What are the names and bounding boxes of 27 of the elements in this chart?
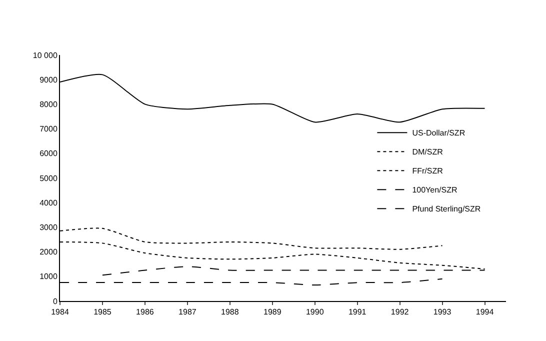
y-tick-label: 2000: [40, 248, 58, 257]
x-tick-label: 1993: [433, 308, 452, 317]
y-tick-label: 0: [52, 296, 58, 306]
legend-label: US-Dollar/SZR: [412, 128, 466, 138]
y-tick-label: 9000: [40, 75, 58, 84]
legend-label: FFr/SZR: [412, 166, 444, 176]
x-tick-label: 1992: [390, 308, 410, 317]
x-tick-label: 1984: [51, 308, 70, 317]
y-tick-label: 3000: [40, 223, 58, 232]
legend-label: DM/SZR: [412, 148, 444, 157]
y-tick-label: 8000: [40, 100, 58, 109]
y-tick-label: 6000: [40, 149, 58, 158]
x-tick-label: 1988: [221, 308, 240, 317]
x-tick-label: 1986: [136, 308, 154, 317]
y-tick-label: 10 000: [32, 50, 58, 60]
x-tick-label: 1990: [306, 308, 324, 317]
x-tick-label: 1987: [178, 308, 197, 317]
y-tick-label: 7000: [40, 124, 58, 134]
x-tick-label: 1994: [476, 308, 494, 317]
legend-label: 100Yen/SZR: [412, 186, 458, 195]
x-tick-label: 1989: [263, 308, 282, 317]
y-tick-label: 4000: [40, 198, 58, 208]
x-tick-label: 1991: [348, 308, 367, 317]
y-tick-label: 5000: [40, 174, 58, 183]
y-tick-label: 1000: [40, 272, 58, 282]
x-tick-label: 1985: [94, 308, 112, 317]
legend-label: Pfund Sterling/SZR: [412, 204, 481, 214]
